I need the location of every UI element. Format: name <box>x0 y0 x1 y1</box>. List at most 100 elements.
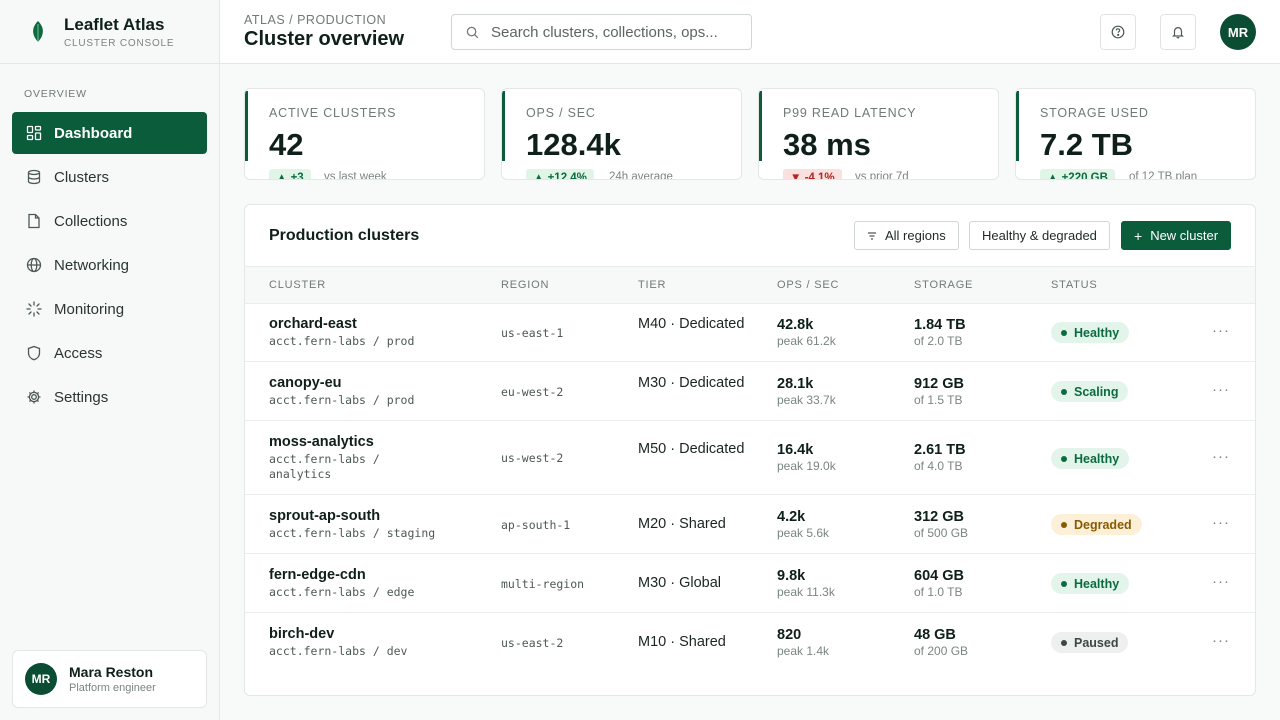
status-dot-icon <box>1061 388 1067 395</box>
cluster-region: multi-region <box>501 577 585 591</box>
ops-cell: 9.8k peak 11.3k <box>777 568 835 599</box>
clusters-panel: Production clusters All regions Healthy … <box>244 204 1256 696</box>
cluster-account: acct.fern-labs / prod <box>269 334 415 348</box>
help-button[interactable] <box>1100 14 1136 50</box>
cluster-tier: M50 · Dedicated <box>638 441 745 457</box>
search-icon <box>466 26 479 38</box>
status-badge: Healthy <box>1051 322 1130 343</box>
storage-cell: 604 GB of 1.0 TB <box>914 568 964 599</box>
ops-value: 28.1k <box>777 376 814 392</box>
breadcrumb[interactable]: ATLAS / PRODUCTION <box>244 13 387 27</box>
sidebar-item-clusters[interactable]: Clusters <box>12 156 207 198</box>
storage-value: 1.84 TB <box>914 317 966 333</box>
ops-cell: 16.4k peak 19.0k <box>777 442 836 473</box>
filter-icon <box>868 231 876 240</box>
notifications-button[interactable] <box>1160 14 1196 50</box>
storage-value: 312 GB <box>914 509 964 525</box>
file-icon <box>25 212 43 230</box>
cluster-account: acct.fern-labs / edge <box>269 585 415 599</box>
column-header-cluster[interactable]: CLUSTER <box>269 279 326 291</box>
status-badge: Paused <box>1051 632 1129 653</box>
profile-avatar[interactable]: MR <box>1220 14 1256 50</box>
sidebar-item-label: Settings <box>54 388 109 406</box>
table-row[interactable]: orchard-east acct.fern-labs / prod us-ea… <box>245 303 1255 362</box>
cluster-name[interactable]: canopy-eu <box>269 375 342 391</box>
sidebar-item-access[interactable]: Access <box>12 332 207 374</box>
storage-capacity: of 2.0 TB <box>914 334 963 348</box>
brand[interactable]: Leaflet Atlas CLUSTER CONSOLE <box>0 0 219 64</box>
cluster-account: acct.fern-labs / analytics <box>269 452 380 481</box>
bell-icon <box>1172 26 1184 39</box>
cluster-name[interactable]: birch-dev <box>269 626 335 642</box>
storage-value: 912 GB <box>914 376 964 392</box>
spinner-icon <box>25 300 43 318</box>
regions-filter-button[interactable]: All regions <box>854 221 959 250</box>
cluster-cell: canopy-eu acct.fern-labs / prod <box>269 375 459 408</box>
stat-delta: ▲ +220 GB <box>1040 169 1115 179</box>
stat-value: 38 ms <box>783 127 871 162</box>
storage-cell: 2.61 TB of 4.0 TB <box>914 442 966 473</box>
column-header-storage[interactable]: STORAGE <box>914 279 974 291</box>
column-header-region[interactable]: REGION <box>501 279 550 291</box>
column-header-status[interactable]: STATUS <box>1051 279 1098 291</box>
cluster-name[interactable]: sprout-ap-south <box>269 508 381 524</box>
cluster-cell: sprout-ap-south acct.fern-labs / staging <box>269 508 459 541</box>
cluster-tier: M40 · Dedicated <box>638 316 745 332</box>
sidebar-item-monitoring[interactable]: Monitoring <box>12 288 207 330</box>
sidebar-item-label: Collections <box>54 212 128 230</box>
cluster-name[interactable]: moss-analytics <box>269 434 374 450</box>
sidebar-item-label: Clusters <box>54 168 110 186</box>
user-card[interactable]: MR Mara Reston Platform engineer <box>12 650 207 708</box>
column-header-ops[interactable]: OPS / SEC <box>777 279 840 291</box>
cluster-tier: M20 · Shared <box>638 516 726 532</box>
sidebar-item-networking[interactable]: Networking <box>12 244 207 286</box>
cluster-region: us-west-2 <box>501 451 564 465</box>
storage-capacity: of 200 GB <box>914 644 969 658</box>
avatar: MR <box>25 663 57 695</box>
search-input[interactable] <box>491 23 731 41</box>
storage-capacity: of 4.0 TB <box>914 459 963 473</box>
stat-delta: ▲ +12.4% <box>526 169 594 179</box>
search-box[interactable] <box>451 14 752 50</box>
brand-subtitle: CLUSTER CONSOLE <box>64 37 175 49</box>
sidebar-item-label: Networking <box>54 256 130 274</box>
dashboard-icon <box>25 124 43 142</box>
stat-label: STORAGE USED <box>1040 106 1149 120</box>
sidebar-item-collections[interactable]: Collections <box>12 200 207 242</box>
stat-value: 128.4k <box>526 127 621 162</box>
row-menu-button[interactable]: ··· <box>1212 573 1230 590</box>
panel-title: Production clusters <box>269 227 420 244</box>
cluster-account: acct.fern-labs / prod <box>269 393 415 407</box>
database-icon <box>25 168 43 186</box>
cluster-name[interactable]: orchard-east <box>269 316 357 332</box>
row-menu-button[interactable]: ··· <box>1212 448 1230 465</box>
ops-peak: peak 11.3k <box>777 585 835 599</box>
table-row[interactable]: sprout-ap-south acct.fern-labs / staging… <box>245 495 1255 554</box>
table-header: CLUSTER REGION TIER OPS / SEC STORAGE ST… <box>245 266 1255 304</box>
sidebar-item-dashboard[interactable]: Dashboard <box>12 112 207 154</box>
stat-value: 42 <box>269 127 304 162</box>
row-menu-button[interactable]: ··· <box>1212 322 1230 339</box>
sidebar-item-label: Dashboard <box>54 124 133 142</box>
stat-card-active-clusters: ACTIVE CLUSTERS 42 ▲ +3 vs last week <box>244 88 485 180</box>
top-header: ATLAS / PRODUCTION Cluster overview MR <box>220 0 1280 64</box>
table-row[interactable]: fern-edge-cdn acct.fern-labs / edge mult… <box>245 554 1255 613</box>
column-header-tier[interactable]: TIER <box>638 279 667 291</box>
ops-value: 9.8k <box>777 568 806 584</box>
table-row[interactable]: canopy-eu acct.fern-labs / prod eu-west-… <box>245 362 1255 421</box>
cluster-account: acct.fern-labs / staging <box>269 526 436 540</box>
table-row[interactable]: moss-analytics acct.fern-labs / analytic… <box>245 421 1255 495</box>
status-filter-button[interactable]: Healthy & degraded <box>969 221 1110 250</box>
cluster-name[interactable]: fern-edge-cdn <box>269 567 366 583</box>
row-menu-button[interactable]: ··· <box>1212 514 1230 531</box>
status-badge: Scaling <box>1051 381 1129 402</box>
ops-peak: peak 5.6k <box>777 526 830 540</box>
row-menu-button[interactable]: ··· <box>1212 381 1230 398</box>
stat-card-p99-latency: P99 READ LATENCY 38 ms ▼ -4.1% vs prior … <box>758 88 999 180</box>
stat-value: 7.2 TB <box>1040 127 1134 162</box>
sidebar-item-settings[interactable]: Settings <box>12 376 207 418</box>
ops-cell: 28.1k peak 33.7k <box>777 376 836 407</box>
table-row[interactable]: birch-dev acct.fern-labs / dev us-east-2… <box>245 613 1255 672</box>
new-cluster-button[interactable]: + New cluster <box>1121 221 1232 250</box>
row-menu-button[interactable]: ··· <box>1212 632 1230 649</box>
